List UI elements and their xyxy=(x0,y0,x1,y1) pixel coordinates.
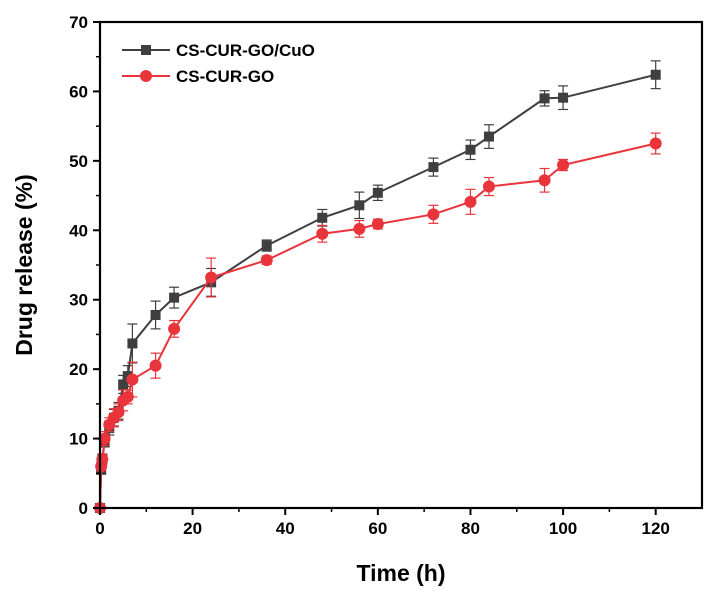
data-point-circle xyxy=(205,271,218,284)
ticks-layer: 0 20 40 60 80 100 120 0 10 20 30 40 50 60 70 xyxy=(69,13,670,538)
x-tick-label: 60 xyxy=(368,519,387,538)
data-point-square xyxy=(558,92,569,103)
data-point-square xyxy=(150,309,161,320)
data-point-circle xyxy=(464,195,477,208)
data-point-circle xyxy=(98,432,111,445)
data-point-circle xyxy=(112,406,125,419)
data-point-circle xyxy=(371,218,384,231)
data-point-circle xyxy=(126,373,139,386)
series-layer xyxy=(94,60,662,514)
data-point-circle xyxy=(649,137,662,150)
data-point-circle xyxy=(96,453,109,466)
y-tick-label: 70 xyxy=(69,13,88,32)
y-tick-label: 50 xyxy=(69,152,88,171)
y-tick-label: 20 xyxy=(69,360,88,379)
data-point-square xyxy=(465,144,476,155)
data-point-circle xyxy=(121,390,134,403)
legend: CS-CUR-GO/CuO CS-CUR-GO xyxy=(122,41,315,86)
x-tick-label: 20 xyxy=(183,519,202,538)
data-point-circle xyxy=(353,222,366,235)
data-point-circle xyxy=(260,254,273,267)
data-point-square xyxy=(483,131,494,142)
axes-layer xyxy=(98,20,704,510)
data-point-square xyxy=(169,292,180,303)
data-point-circle xyxy=(316,227,329,240)
y-axis-title: Drug release (%) xyxy=(11,174,37,356)
data-point-square xyxy=(261,240,272,251)
data-point-circle xyxy=(427,208,440,221)
data-point-square xyxy=(317,212,328,223)
data-point-circle xyxy=(482,180,495,193)
x-tick-label: 120 xyxy=(642,519,670,538)
legend-label-go: CS-CUR-GO xyxy=(176,67,274,86)
data-point-square xyxy=(354,200,365,211)
y-tick-label: 40 xyxy=(69,221,88,240)
x-axis-title: Time (h) xyxy=(356,560,445,586)
plot-frame xyxy=(98,20,704,510)
y-tick-label: 30 xyxy=(69,291,88,310)
legend-marker-square xyxy=(141,45,151,55)
data-point-circle xyxy=(149,359,162,372)
x-tick-label: 40 xyxy=(276,519,295,538)
data-point-square xyxy=(539,93,550,104)
x-tick-label: 100 xyxy=(549,519,577,538)
data-point-square xyxy=(127,338,138,349)
y-tick-label: 10 xyxy=(69,430,88,449)
data-point-square xyxy=(372,187,383,198)
x-tick-label: 0 xyxy=(95,519,104,538)
legend-label-cuo: CS-CUR-GO/CuO xyxy=(176,41,315,60)
y-tick-label: 60 xyxy=(69,82,88,101)
y-tick-label: 0 xyxy=(79,499,88,518)
data-point-square xyxy=(118,379,129,390)
series-line xyxy=(99,73,656,509)
data-point-square xyxy=(650,69,661,80)
data-point-circle xyxy=(538,174,551,187)
legend-marker-circle xyxy=(140,70,152,82)
data-point-circle xyxy=(557,159,570,172)
x-tick-label: 80 xyxy=(461,519,480,538)
data-point-square xyxy=(428,162,439,173)
data-point-circle xyxy=(168,322,181,335)
series-0 xyxy=(95,60,661,513)
